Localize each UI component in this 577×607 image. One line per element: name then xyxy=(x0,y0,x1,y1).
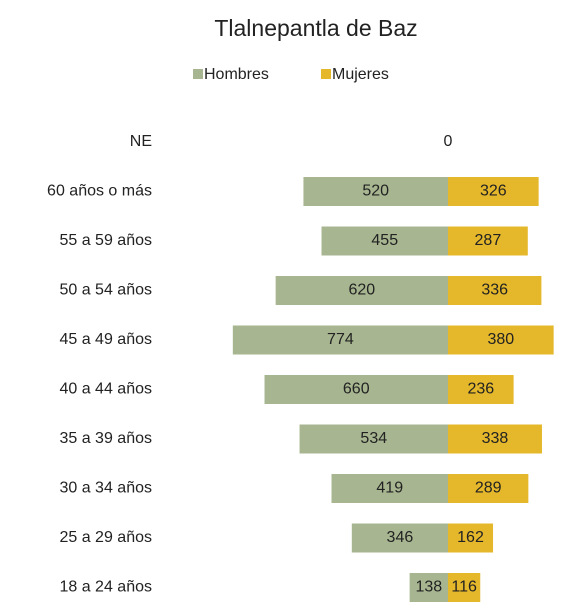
bar xyxy=(303,177,448,206)
value-label: 455 xyxy=(371,232,398,249)
value-label: 660 xyxy=(343,381,370,398)
bar xyxy=(448,375,514,404)
category-label: 60 años o más xyxy=(47,183,152,200)
chart-title: Tlalnepantla de Baz xyxy=(214,15,417,41)
bar xyxy=(448,523,494,553)
category-label: 45 a 49 años xyxy=(59,331,152,348)
value-label: 380 xyxy=(487,331,514,348)
value-label: 0 xyxy=(444,133,453,150)
legend-swatch xyxy=(193,69,203,79)
value-label: 346 xyxy=(387,529,414,546)
value-label: 289 xyxy=(475,480,502,497)
bar xyxy=(321,226,448,256)
bar xyxy=(448,226,528,256)
value-label: 534 xyxy=(360,430,387,447)
value-label: 116 xyxy=(451,579,477,596)
value-label: 236 xyxy=(467,381,494,398)
value-label: 774 xyxy=(327,331,354,348)
category-label: 18 a 24 años xyxy=(59,579,152,596)
bar xyxy=(409,573,448,602)
category-label: 40 a 44 años xyxy=(59,381,152,398)
value-label: 336 xyxy=(481,282,508,299)
bar xyxy=(448,276,542,305)
category-label: 55 a 59 años xyxy=(59,232,152,249)
category-label: 50 a 54 años xyxy=(59,282,152,299)
bar xyxy=(351,523,448,553)
bar xyxy=(232,325,448,355)
value-label: 162 xyxy=(457,529,484,546)
bar xyxy=(275,276,448,305)
legend-label: Mujeres xyxy=(332,66,389,83)
category-label: 35 a 39 años xyxy=(59,430,152,447)
bar xyxy=(448,474,529,503)
value-label: 338 xyxy=(482,430,509,447)
legend-swatch xyxy=(321,69,331,79)
category-label: 25 a 29 años xyxy=(59,529,152,546)
bar xyxy=(448,177,539,206)
value-label: 138 xyxy=(415,579,442,596)
bar xyxy=(264,375,448,404)
category-label: NE xyxy=(130,133,152,150)
value-label: 419 xyxy=(376,480,403,497)
bar xyxy=(299,424,448,454)
value-label: 620 xyxy=(348,282,375,299)
value-label: 326 xyxy=(480,183,507,200)
bar xyxy=(448,325,554,355)
bar xyxy=(448,573,481,602)
value-label: 287 xyxy=(475,232,502,249)
bar xyxy=(331,474,448,503)
legend-label: Hombres xyxy=(204,66,269,83)
category-label: 30 a 34 años xyxy=(59,480,152,497)
bar xyxy=(448,424,542,454)
value-label: 520 xyxy=(362,183,389,200)
